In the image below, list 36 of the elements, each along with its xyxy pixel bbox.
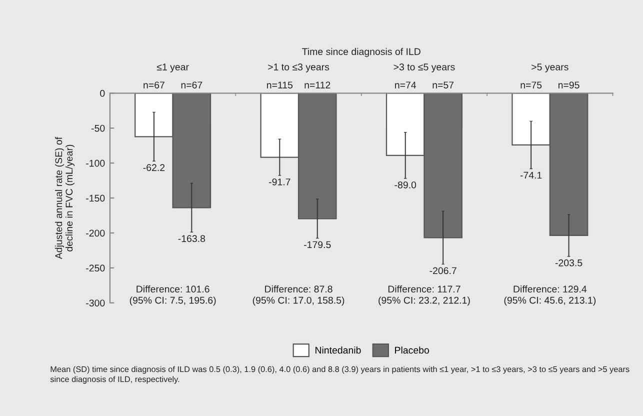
data-label: -62.2 [143, 164, 165, 172]
annotation: Difference: 101.6 (95% CI: 7.5, 195.6) [130, 285, 216, 306]
x-tick-label: >1 to ≤3 years [268, 64, 330, 72]
y-tick-label: -250 [86, 264, 105, 272]
x-axis-title: Time since diagnosis of ILD [302, 48, 420, 57]
y-tick-label: -100 [86, 160, 105, 167]
x-tick-label: ≤1 year [156, 64, 189, 72]
x-tick-label: >5 years [532, 64, 568, 72]
text: Mean (SD) time since diagnosis of ILD was 0.5 (0.3), 1.9 (0.6), 4.0 (0.6) and 8.8 (3.9) years in patients with ≤1 year, >1 to ≤3 years, >3 to ≤5 years and >5 years since diagnosis of ILD, respectively. [50, 366, 630, 384]
annotation: Difference: 117.7 (95% CI: 23.2, 212.1) [378, 285, 470, 306]
y-tick-label: -150 [86, 194, 105, 202]
data-label: -206.7 [430, 267, 456, 274]
annotation: n=67 [181, 82, 202, 88]
y-axis-title: Adjusted annual rate (SE) of decline in FVC (mL/year) [54, 136, 75, 260]
data-label: -179.5 [304, 241, 331, 248]
y-tick-label: -300 [86, 300, 105, 306]
annotation: Difference: 129.4 (95% CI: 45.6, 213.1) [504, 285, 596, 306]
annotation: n=112 [304, 82, 330, 88]
annotation: n=67 [144, 82, 164, 88]
annotation: n=115 [267, 82, 293, 88]
legend-label: Placebo [395, 346, 429, 354]
y-tick-label: 0 [100, 90, 105, 97]
data-label: -74.1 [520, 172, 542, 179]
x-tick-label: >3 to ≤5 years [394, 64, 455, 72]
data-label: -89.0 [394, 181, 416, 188]
annotation: n=95 [558, 82, 580, 88]
data-label: -163.8 [178, 235, 206, 242]
data-label: -203.5 [555, 259, 582, 266]
annotation: n=74 [395, 82, 416, 88]
y-tick-label: -200 [86, 230, 105, 237]
annotation: Difference: 87.8 (95% CI: 17.0, 158.5) [252, 285, 344, 306]
legend-label: Nintedanib [316, 346, 361, 354]
y-tick-label: -50 [91, 124, 105, 132]
annotation: n=57 [432, 82, 454, 88]
data-label: -91.7 [269, 178, 290, 186]
annotation: n=75 [520, 82, 542, 88]
